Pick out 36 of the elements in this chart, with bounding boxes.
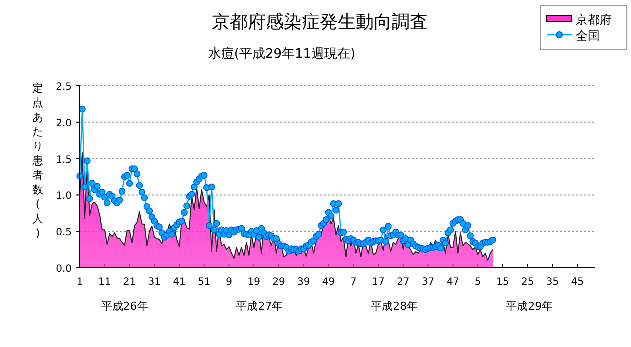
x-tick-label: 39 bbox=[298, 277, 310, 288]
legend-label: 全国 bbox=[576, 29, 600, 43]
x-tick-label: 29 bbox=[272, 277, 286, 288]
text: 平成28年 bbox=[371, 300, 418, 313]
x-tick-label: 19 bbox=[248, 277, 261, 288]
y-tick-label: 1.0 bbox=[56, 191, 72, 202]
x-tick-label: 31 bbox=[148, 277, 162, 288]
subtitle: 水痘(平成29年11週現在) bbox=[208, 47, 356, 62]
x-tick-label: 11 bbox=[98, 277, 112, 288]
text: 平成26年 bbox=[101, 300, 148, 313]
y-tick-label: 1.5 bbox=[56, 154, 72, 166]
y-tick-label: 2.0 bbox=[56, 118, 72, 130]
title: 京都府感染症発生動向調査 bbox=[212, 12, 428, 33]
x-tick-label: 9 bbox=[226, 277, 232, 288]
text: 平成27年 bbox=[236, 300, 284, 313]
x-tick-label: 49 bbox=[322, 277, 336, 288]
x-tick-label: 45 bbox=[571, 277, 584, 288]
x-tick-label: 15 bbox=[496, 277, 510, 288]
x-tick-label: 41 bbox=[173, 277, 186, 288]
x-tick-label: 27 bbox=[397, 277, 410, 288]
x-tick-label: 35 bbox=[546, 277, 560, 288]
x-tick-label: 1 bbox=[76, 277, 84, 288]
text: 平成29年 bbox=[506, 300, 554, 313]
x-tick-label: 51 bbox=[198, 277, 211, 288]
x-tick-label: 37 bbox=[422, 277, 435, 288]
x-tick-label: 47 bbox=[446, 277, 460, 288]
x-tick-label: 5 bbox=[474, 277, 482, 288]
x-tick-label: 17 bbox=[372, 277, 385, 288]
x-tick-label: 7 bbox=[350, 277, 357, 288]
x-tick-label: 21 bbox=[123, 277, 136, 288]
x-tick-label: 25 bbox=[521, 277, 534, 288]
y-tick-label: 2.5 bbox=[56, 82, 72, 93]
legend-label: 京都府 bbox=[576, 13, 612, 27]
y-tick-label: 0.5 bbox=[56, 228, 72, 239]
y-tick-label: 0.0 bbox=[56, 264, 72, 275]
ylabel: 定点あたり患者数(人) bbox=[32, 82, 44, 240]
